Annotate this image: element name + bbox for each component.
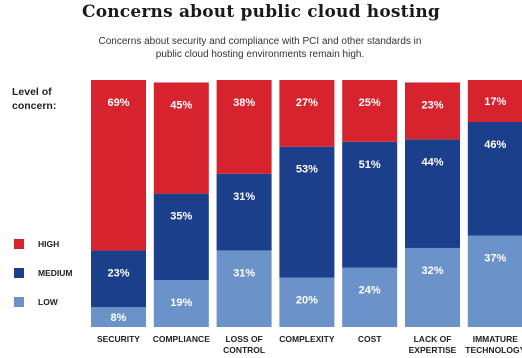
bar-segment-high [279, 80, 335, 147]
data-label: 38% [233, 97, 255, 109]
data-label: 35% [170, 211, 192, 223]
data-label: 51% [359, 159, 381, 171]
bar-segment-high [153, 82, 209, 194]
category-label: COMPLEXITY [279, 334, 335, 344]
data-label: 31% [233, 191, 255, 203]
legend-label-low: LOW [38, 297, 58, 307]
bar-segment-medium [153, 193, 209, 281]
data-label: 46% [484, 139, 506, 151]
bar-segment-high [342, 80, 398, 142]
subtitle-line: Concerns about security and compliance w… [98, 36, 422, 47]
data-label: 23% [421, 99, 443, 111]
data-label: 23% [107, 267, 129, 279]
data-label: 32% [421, 265, 443, 277]
level-label-line: concern: [12, 100, 57, 112]
subtitle-line: public cloud hosting environments remain… [155, 49, 365, 60]
bar-segment-low [467, 235, 522, 327]
legend-item-low: LOW [14, 296, 58, 308]
legend-swatch-low [14, 297, 24, 307]
category-label: CONTROL [223, 345, 265, 355]
category-label: TECHNOLOGY [465, 345, 522, 355]
bar-segment-medium [279, 146, 335, 278]
bar-segment-high [216, 80, 272, 174]
category-label: COST [358, 334, 382, 344]
legend-swatch-high [14, 239, 24, 249]
data-label: 69% [107, 97, 129, 109]
bar-segment-medium [405, 139, 460, 248]
chart-subtitle: Concerns about security and compliance w… [60, 35, 460, 61]
bar-segment-low [153, 280, 209, 327]
data-label: 24% [359, 285, 381, 297]
category-label: IMMATURE [473, 334, 518, 344]
legend-item-medium: MEDIUM [14, 267, 72, 279]
data-label: 8% [111, 312, 127, 324]
level-of-concern-label: Level of concern: [12, 85, 56, 113]
bar-segment-low [342, 267, 398, 327]
category-label: COMPLIANCE [153, 334, 210, 344]
level-label-line: Level of [12, 86, 52, 98]
category-label: EXPERTISE [409, 345, 457, 355]
bar-segment-high [467, 80, 522, 122]
bar-segment-low [91, 307, 146, 327]
data-label: 37% [484, 253, 506, 265]
legend-label-medium: MEDIUM [38, 268, 73, 278]
bar-segment-low [405, 247, 460, 327]
bar-segment-medium [342, 141, 398, 268]
data-label: 53% [296, 164, 318, 176]
bar-segment-medium [467, 121, 522, 236]
data-label: 17% [484, 96, 506, 108]
bar-segment-medium [216, 173, 272, 251]
data-label: 25% [359, 97, 381, 109]
data-label: 31% [233, 267, 255, 279]
data-label: 19% [170, 297, 192, 309]
bar-segment-low [216, 250, 272, 327]
legend-label-high: HIGH [38, 239, 60, 249]
category-label: LACK OF [414, 334, 452, 344]
data-label: 20% [296, 295, 318, 307]
data-label: 44% [421, 156, 443, 168]
category-label: LOSS OF [225, 334, 262, 344]
bar-segment-low [279, 277, 335, 327]
data-label: 45% [170, 99, 192, 111]
legend-swatch-medium [14, 268, 24, 278]
bar-segment-high [405, 82, 460, 140]
bar-segment-medium [91, 250, 146, 308]
category-label: SECURITY [97, 334, 140, 344]
bar-segment-high [91, 80, 146, 251]
data-label: 27% [296, 97, 318, 109]
chart-title: Concerns about public cloud hosting [81, 2, 441, 22]
legend-item-high: HIGH [14, 238, 59, 250]
